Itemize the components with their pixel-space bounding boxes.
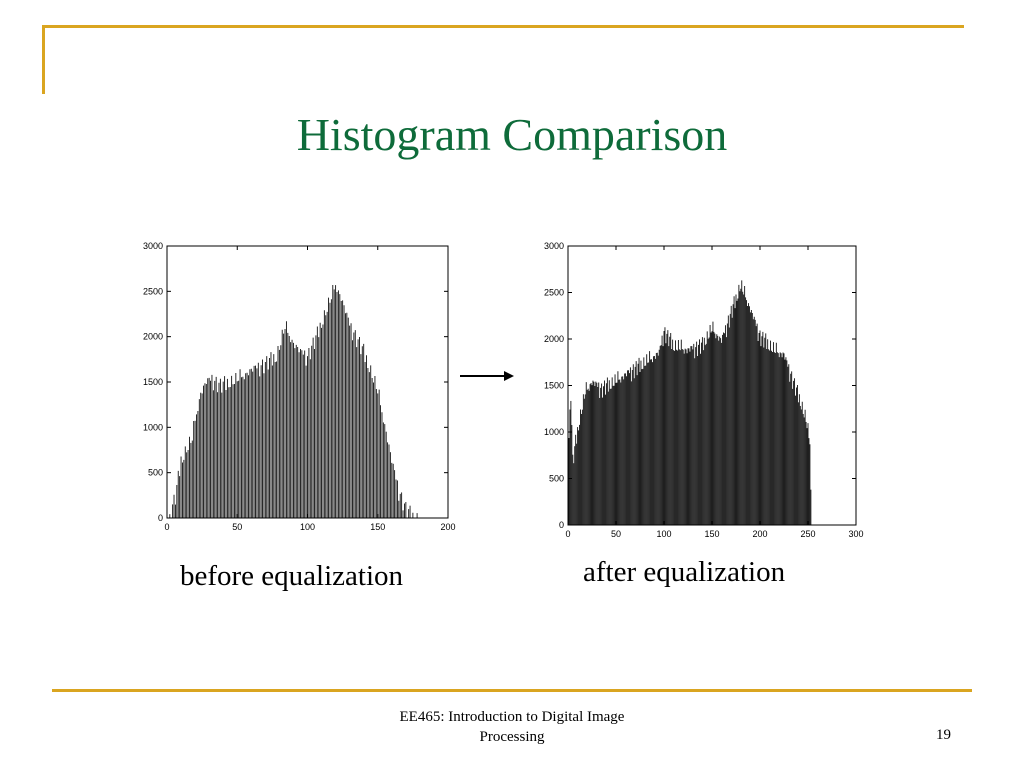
x-tick-label: 250 bbox=[800, 529, 815, 539]
x-tick-label: 100 bbox=[656, 529, 671, 539]
footer-line-1: EE465: Introduction to Digital Image bbox=[399, 709, 625, 725]
footer-line-2: Processing bbox=[479, 729, 545, 745]
x-tick-label: 150 bbox=[370, 522, 385, 532]
y-tick-label: 2000 bbox=[143, 332, 163, 342]
x-tick-label: 200 bbox=[752, 529, 767, 539]
y-tick-label: 2500 bbox=[544, 288, 564, 298]
y-tick-label: 1000 bbox=[544, 427, 564, 437]
y-tick-label: 0 bbox=[158, 513, 163, 523]
y-tick-label: 2500 bbox=[143, 286, 163, 296]
x-tick-label: 0 bbox=[565, 529, 570, 539]
slide-title: Histogram Comparison bbox=[296, 109, 728, 160]
x-tick-label: 150 bbox=[704, 529, 719, 539]
frame-top-rule bbox=[42, 25, 964, 28]
before-caption: before equalization bbox=[180, 560, 404, 592]
footer-rule bbox=[52, 689, 972, 692]
footer-course-title: EE465: Introduction to Digital Image Pro… bbox=[352, 707, 672, 747]
after-histogram-chart: 0 50 100 150 200 250 300 0 500 1000 1500 2000 2500 30… bbox=[528, 238, 873, 548]
x-tick-label: 50 bbox=[232, 522, 242, 532]
y-tick-label: 0 bbox=[559, 520, 564, 530]
before-histogram-chart: 0 50 100 150 200 0 500 1000 1500 2000 2500 3000 bbox=[128, 238, 468, 548]
y-tick-label: 1000 bbox=[143, 422, 163, 432]
y-tick-label: 1500 bbox=[544, 381, 564, 391]
y-tick-label: 3000 bbox=[544, 241, 564, 251]
after-histogram-svg: 0 50 100 150 200 250 3000500100015002000250030… bbox=[544, 241, 864, 539]
after-caption: after equalization bbox=[583, 556, 786, 588]
arrow-icon bbox=[460, 369, 516, 388]
page-number: 19 bbox=[936, 727, 951, 743]
x-tick-label: 200 bbox=[440, 522, 455, 532]
y-tick-label: 2000 bbox=[544, 334, 564, 344]
y-tick-label: 1500 bbox=[143, 377, 163, 387]
x-tick-label: 0 bbox=[164, 522, 169, 532]
histogram-bars bbox=[567, 280, 812, 525]
y-tick-label: 500 bbox=[549, 474, 564, 484]
x-tick-label: 100 bbox=[300, 522, 315, 532]
histogram-bars bbox=[169, 284, 418, 518]
y-tick-label: 500 bbox=[148, 468, 163, 478]
x-tick-label: 300 bbox=[848, 529, 863, 539]
x-tick-label: 50 bbox=[611, 529, 621, 539]
frame-left-rule bbox=[42, 25, 45, 94]
y-tick-label: 3000 bbox=[143, 241, 163, 251]
